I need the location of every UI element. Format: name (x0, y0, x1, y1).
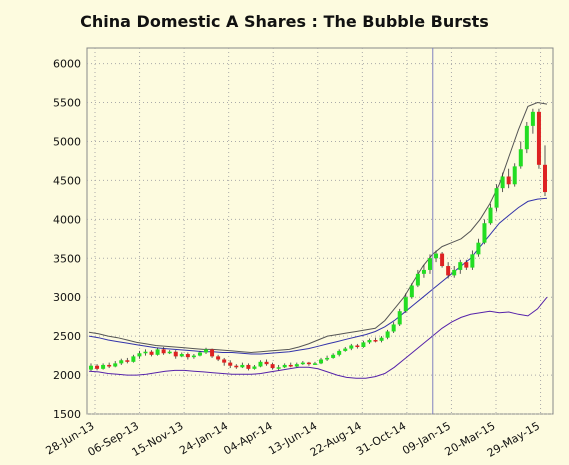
candle-body (197, 352, 202, 356)
candle-body (167, 351, 172, 354)
y-tick-label: 6000 (53, 58, 81, 71)
candle-body (252, 366, 257, 369)
candle-body (258, 361, 263, 367)
candle-body (270, 364, 275, 369)
y-tick-label: 2000 (53, 369, 81, 382)
candle-body (440, 253, 445, 267)
candle-body (131, 356, 136, 362)
candle-body (173, 351, 178, 357)
candle-body (300, 362, 305, 365)
candle-body (434, 253, 439, 259)
candle-body (421, 269, 426, 274)
y-tick-label: 3500 (53, 252, 81, 265)
candle-body (306, 362, 311, 365)
candle-body (119, 360, 124, 364)
candle-body (240, 364, 245, 368)
upper-band-line (88, 101, 548, 354)
candle-body (464, 262, 469, 268)
candle-body (415, 273, 420, 286)
candle-body (482, 223, 487, 243)
candle-body (282, 364, 287, 368)
candle-body (101, 364, 106, 369)
candle-body (319, 359, 324, 364)
candle-body (476, 242, 481, 255)
candle-body (234, 365, 239, 368)
candle-body (95, 365, 100, 369)
candle-body (349, 345, 354, 349)
chart-title: China Domestic A Shares : The Bubble Bur… (80, 12, 489, 31)
candle-body (246, 364, 251, 369)
candle-body (379, 337, 384, 341)
candle-body (288, 364, 293, 367)
candle-body (343, 348, 348, 351)
candle-body (518, 149, 523, 167)
candle-body (536, 111, 541, 165)
candle-body (161, 349, 166, 354)
candle-body (113, 363, 118, 367)
candle-body (179, 354, 184, 357)
candle-body (125, 360, 130, 362)
candle-body (488, 207, 493, 224)
x-tick-label: 24-Jan-14 (177, 419, 230, 457)
candle-body (143, 351, 148, 354)
candle-body (409, 285, 414, 298)
x-tick-label: 31-Oct-14 (354, 419, 408, 458)
y-tick-label: 4500 (53, 174, 81, 187)
candle-body (355, 345, 360, 348)
x-tick-label: 04-Apr-14 (221, 419, 274, 457)
candle-body (500, 176, 505, 189)
candle-body (294, 364, 299, 367)
candle-body (470, 254, 475, 268)
candle-body (494, 188, 499, 208)
y-tick-label: 4000 (53, 213, 81, 226)
candle-body (458, 262, 463, 270)
candle-body (361, 342, 366, 348)
candle-body (137, 353, 142, 357)
candle-body (506, 176, 511, 185)
y-tick-label: 5000 (53, 135, 81, 148)
candle-body (222, 359, 227, 363)
candle-body (367, 340, 372, 343)
candle-body (524, 125, 529, 150)
candle-body (216, 356, 221, 360)
candle-body (204, 349, 209, 353)
candle-body (543, 164, 547, 193)
candle-body (325, 357, 330, 360)
candle-body (397, 311, 402, 325)
y-tick-label: 5500 (53, 97, 81, 110)
candle-body (89, 365, 93, 370)
candle-body (149, 351, 154, 355)
candle-body (155, 349, 160, 355)
candle-body (107, 364, 112, 367)
candle-body (452, 269, 457, 276)
candle-body (385, 331, 390, 338)
candle-body (210, 349, 215, 357)
candle-body (512, 166, 517, 185)
candle-body (530, 111, 535, 126)
y-tick-label: 1500 (53, 408, 81, 421)
lower-band-line (88, 296, 548, 379)
candle-body (427, 258, 432, 270)
candle-body (391, 324, 396, 332)
candle-body (373, 340, 378, 342)
y-tick-label: 2500 (53, 330, 81, 343)
candle-body (264, 361, 269, 365)
candle-body (446, 266, 451, 276)
candle-body (191, 355, 196, 358)
candle-body (276, 367, 281, 369)
y-tick-label: 3000 (53, 291, 81, 304)
x-tick-label: 15-Nov-13 (130, 419, 186, 459)
candle-body (228, 362, 233, 366)
candle-body (185, 354, 190, 358)
candle-body (331, 354, 336, 358)
candle-body (312, 363, 317, 365)
candle-body (403, 297, 408, 312)
candle-body (337, 350, 342, 355)
